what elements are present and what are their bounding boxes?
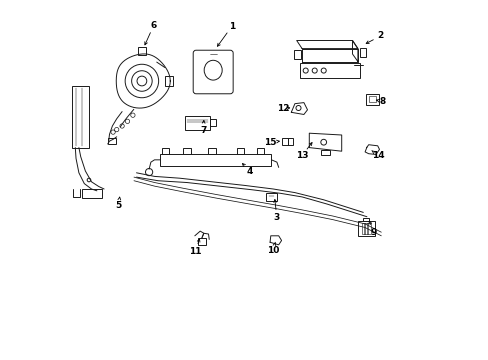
Text: 1: 1 [228,22,235,31]
Bar [300,63,359,78]
Bar [107,138,115,144]
Text: 2: 2 [377,31,383,40]
Bar [359,48,366,57]
Bar [366,223,370,234]
Bar [257,148,264,154]
Bar [208,148,215,154]
Bar [294,50,300,59]
Bar [363,218,368,221]
Bar [162,148,168,154]
Bar [266,193,276,201]
Text: 10: 10 [266,246,279,255]
Bar [321,150,329,155]
Bar [198,238,205,245]
Bar [357,221,374,236]
Bar [364,223,367,234]
Bar [365,94,378,105]
Text: 13: 13 [295,151,308,160]
Bar [160,154,271,166]
Text: 15: 15 [264,138,276,147]
Bar [82,189,102,198]
Bar [237,148,244,154]
Text: 4: 4 [246,166,253,175]
Bar [137,48,146,55]
Text: 12: 12 [277,104,289,113]
Text: 7: 7 [200,126,206,135]
Text: 3: 3 [273,213,280,222]
Bar [210,119,215,126]
Bar [183,148,190,154]
Text: 9: 9 [369,228,376,237]
Bar [368,96,375,102]
Text: 14: 14 [371,151,384,160]
Bar [164,76,172,86]
Text: 6: 6 [150,21,157,30]
Bar [72,86,89,148]
Bar [185,116,210,130]
Text: 8: 8 [379,97,385,106]
Text: 5: 5 [115,202,122,210]
Bar [282,138,287,145]
Bar [287,138,293,145]
Text: 11: 11 [188,247,201,256]
Bar [361,223,365,234]
